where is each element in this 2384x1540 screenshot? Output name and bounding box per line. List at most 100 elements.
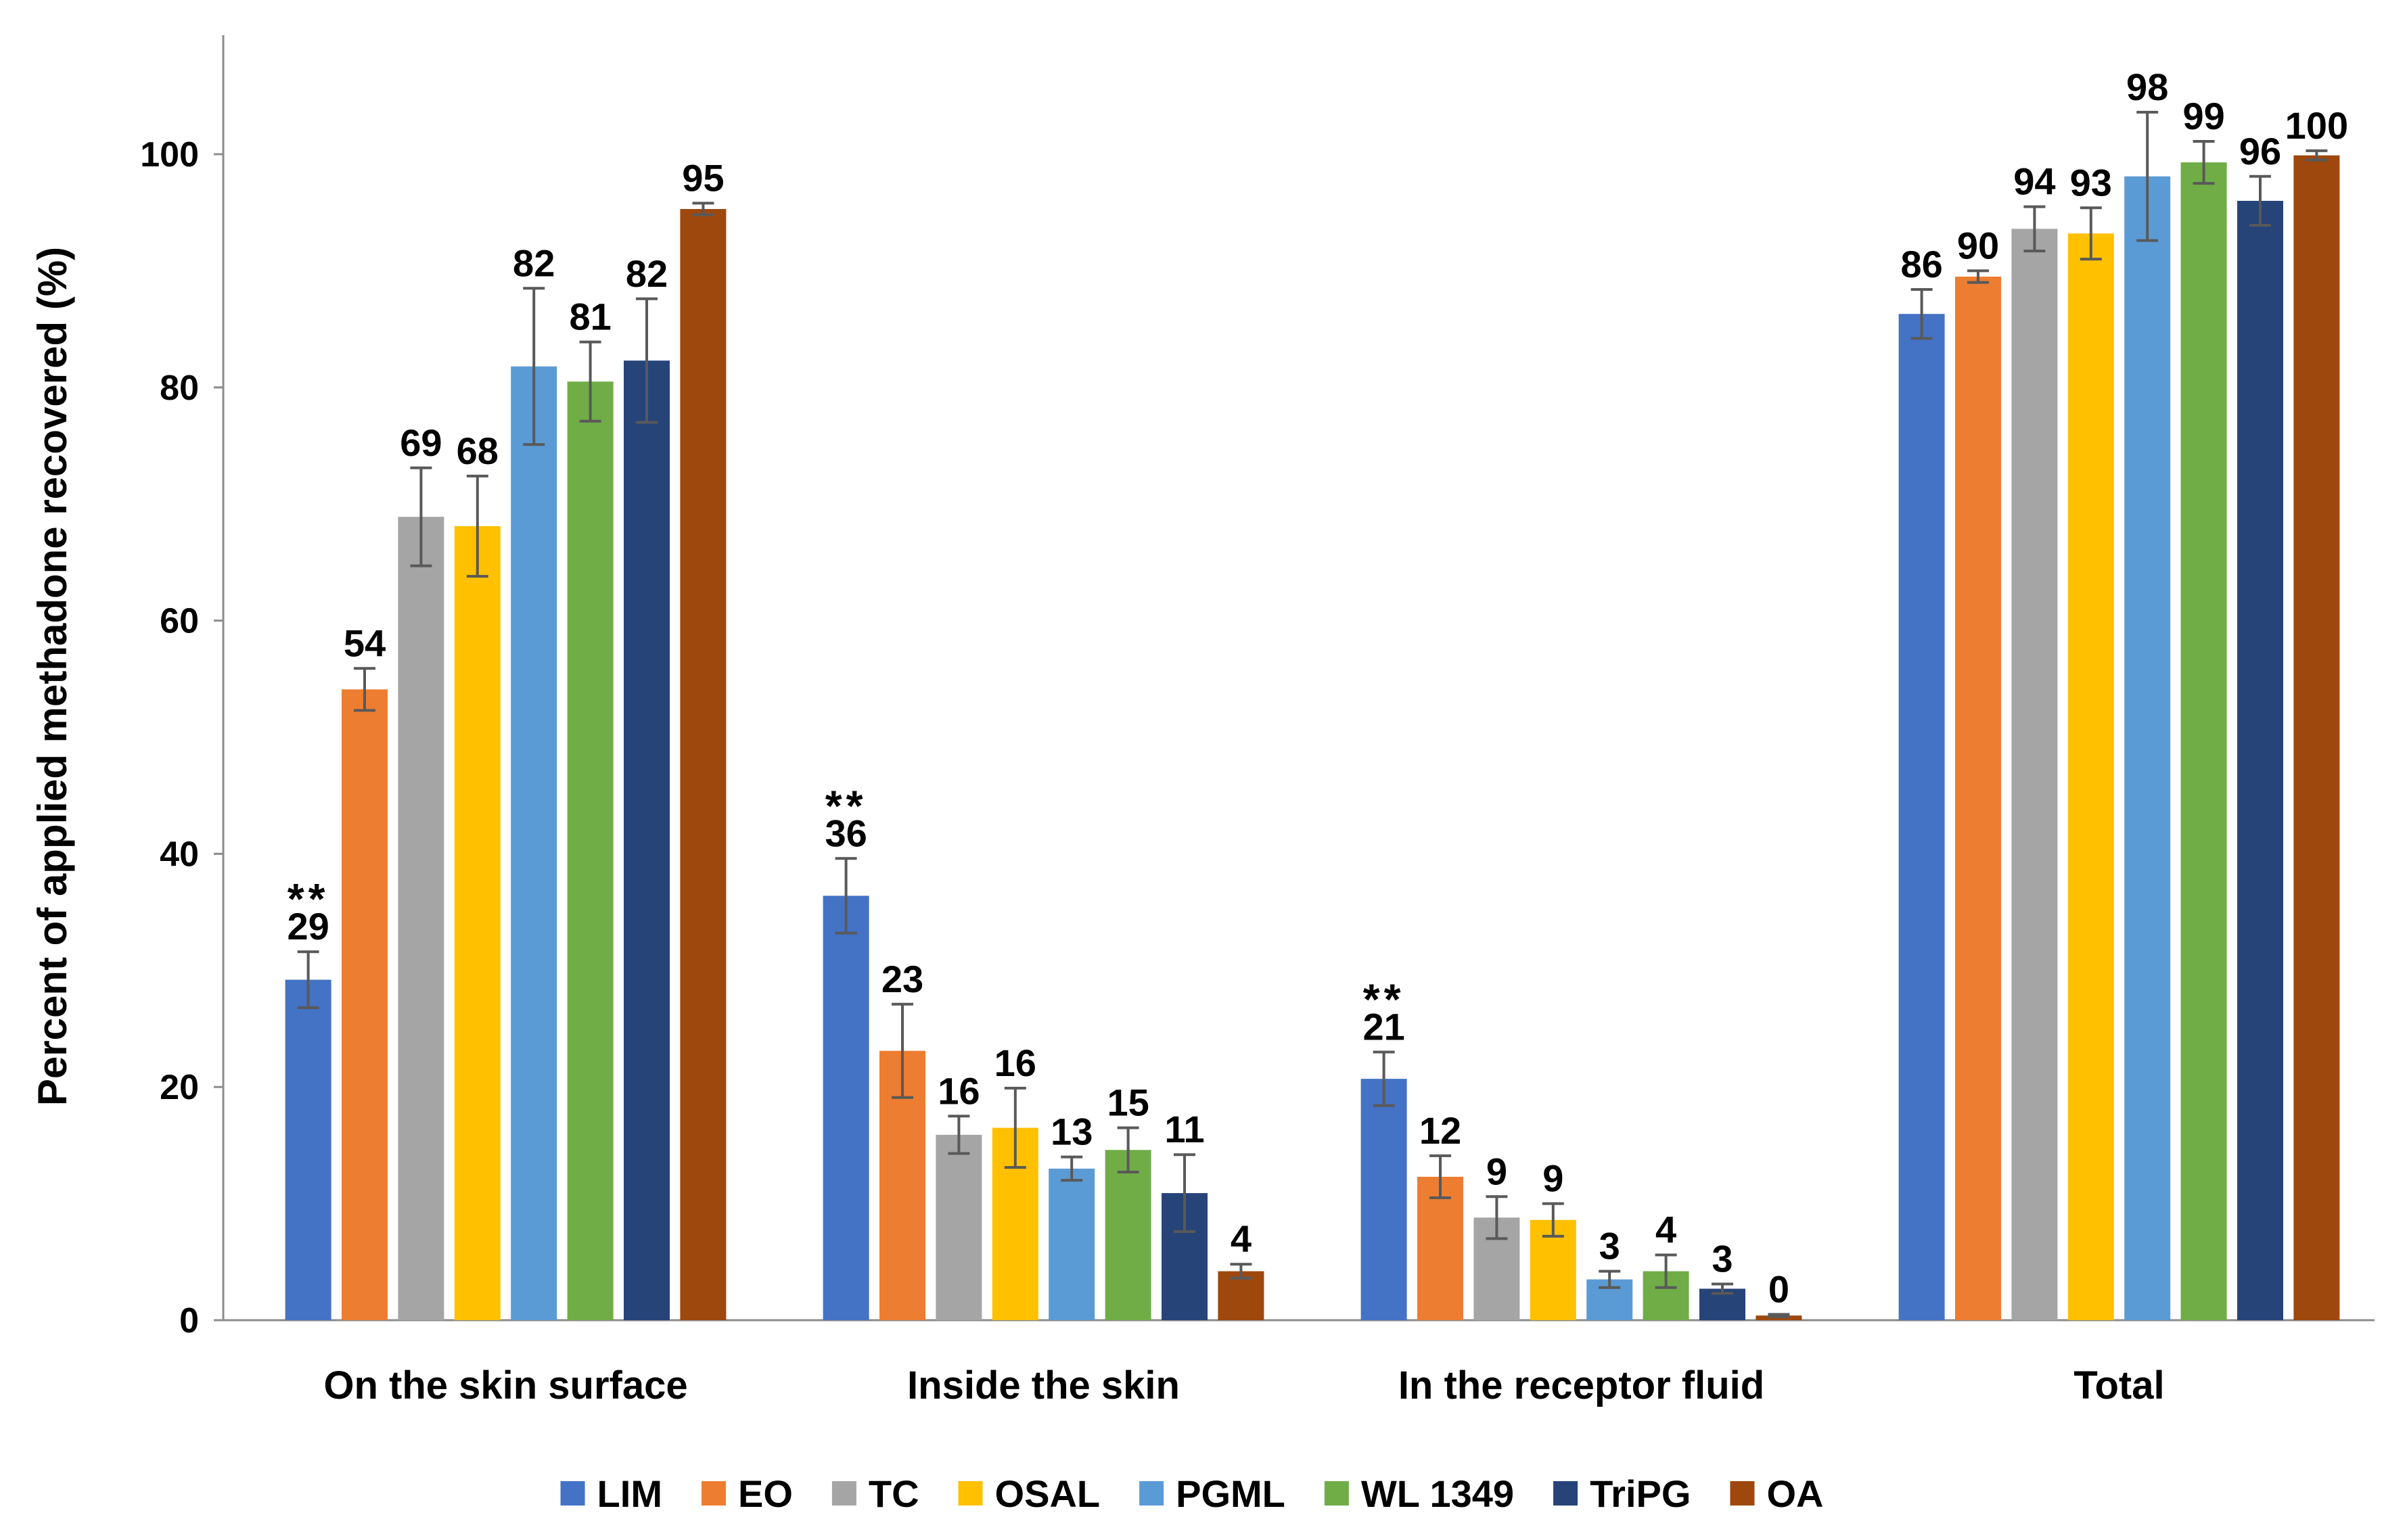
legend-item-wl-1349: WL 1349 [1324, 1472, 1514, 1515]
error-bar [1004, 1086, 1026, 1169]
y-axis-title: Percent of applied methadone recovered (… [30, 247, 75, 1106]
data-label: 15 [1107, 1081, 1149, 1124]
data-label: 82 [513, 241, 555, 284]
error-bar [835, 857, 857, 935]
legend-swatch [1324, 1481, 1349, 1506]
y-tick-label: 60 [160, 602, 199, 641]
error-bar [1967, 269, 1989, 284]
legend-item-osal: OSAL [958, 1472, 1101, 1515]
legend-swatch [958, 1481, 983, 1506]
data-label: 13 [1051, 1111, 1093, 1153]
legend-item-oa: OA [1730, 1472, 1823, 1515]
bar-lim-on-the-skin-surface [285, 979, 331, 1320]
y-tick-label: 20 [160, 1068, 199, 1107]
error-bar [523, 287, 545, 446]
data-label: 81 [569, 296, 611, 338]
data-label: 95 [682, 156, 724, 199]
error-bar [1542, 1202, 1564, 1238]
error-bar [2193, 140, 2215, 185]
bar-lim-in-the-receptor-fluid [1360, 1079, 1407, 1320]
legend-label: WL 1349 [1361, 1472, 1514, 1515]
data-label: 21 [1362, 1005, 1404, 1048]
bar-tc-total [2011, 229, 2058, 1321]
error-bar [2249, 174, 2271, 227]
bar-wl-1349-inside-the-skin [1105, 1150, 1151, 1320]
legend-swatch [701, 1481, 726, 1506]
significance-marker: ** [288, 874, 329, 923]
bar-pgml-total [2124, 176, 2171, 1321]
data-label: 29 [287, 905, 329, 948]
bar-pgml-on-the-skin-surface [511, 366, 557, 1320]
error-bar [410, 466, 432, 567]
error-bar [1061, 1155, 1083, 1182]
data-label: 96 [2239, 130, 2281, 172]
error-bar [1599, 1269, 1621, 1289]
bar-tripg-on-the-skin-surface [624, 360, 670, 1321]
error-bar [466, 474, 488, 578]
legend-label: PGML [1176, 1472, 1285, 1515]
data-label: 82 [626, 252, 668, 295]
legend-swatch [560, 1481, 585, 1506]
legend-label: EO [738, 1472, 793, 1515]
bar-tc-on-the-skin-surface [398, 517, 444, 1320]
legend-label: TriPG [1590, 1472, 1691, 1515]
x-category-label: On the skin surface [323, 1363, 687, 1407]
bar-pgml-inside-the-skin [1049, 1168, 1095, 1320]
x-category-label: In the receptor fluid [1398, 1363, 1764, 1407]
legend-item-tc: TC [831, 1472, 919, 1515]
data-label: 68 [457, 429, 499, 472]
error-bar [1768, 1313, 1790, 1318]
error-bar [1373, 1050, 1395, 1107]
legend-label: OA [1766, 1472, 1823, 1515]
data-label: 4 [1231, 1217, 1252, 1260]
bar-eo-in-the-receptor-fluid [1417, 1176, 1463, 1320]
x-category-label: Total [2073, 1363, 2164, 1407]
error-bar [2136, 110, 2159, 242]
bar-wl-1349-total [2180, 162, 2227, 1320]
error-bar [2080, 206, 2102, 261]
legend-swatch [1553, 1481, 1578, 1506]
error-bar [1655, 1253, 1677, 1289]
y-tick-label: 100 [140, 135, 199, 174]
data-label: 9 [1542, 1157, 1563, 1200]
significance-marker: ** [825, 781, 867, 830]
error-bar [1910, 287, 1933, 340]
data-label: 3 [1712, 1238, 1733, 1280]
significance-marker: ** [1363, 975, 1405, 1023]
error-bar [692, 202, 714, 216]
data-label: 0 [1768, 1267, 1789, 1310]
legend-swatch [831, 1481, 856, 1506]
data-label: 36 [825, 812, 867, 854]
data-label: 98 [2126, 66, 2168, 108]
error-bar [1486, 1195, 1508, 1240]
error-bar [1230, 1263, 1252, 1280]
legend-label: LIM [597, 1472, 662, 1515]
bar-tripg-total [2237, 200, 2283, 1321]
error-bar [1712, 1282, 1733, 1295]
legend-label: OSAL [995, 1472, 1101, 1515]
error-bar [636, 297, 658, 424]
data-label: 16 [994, 1042, 1036, 1084]
data-label: 69 [400, 421, 442, 464]
error-bar [579, 340, 601, 423]
error-bar [297, 950, 319, 1009]
data-label: 12 [1419, 1109, 1461, 1152]
data-label: 4 [1655, 1208, 1676, 1251]
error-bar [354, 667, 375, 712]
bar-oa-total [2293, 155, 2340, 1320]
bar-osal-total [2067, 233, 2114, 1321]
bar-eo-on-the-skin-surface [342, 689, 388, 1320]
data-label: 9 [1486, 1150, 1507, 1192]
y-tick-label: 80 [160, 369, 199, 408]
legend-item-lim: LIM [560, 1472, 662, 1515]
legend-label: TC [869, 1472, 919, 1515]
error-bar [1429, 1154, 1451, 1199]
data-label: 54 [344, 622, 386, 664]
error-bar [892, 1002, 913, 1099]
error-bar [2023, 205, 2046, 253]
data-label: 3 [1599, 1225, 1620, 1267]
error-bar [948, 1115, 970, 1155]
error-bar [1174, 1153, 1195, 1233]
